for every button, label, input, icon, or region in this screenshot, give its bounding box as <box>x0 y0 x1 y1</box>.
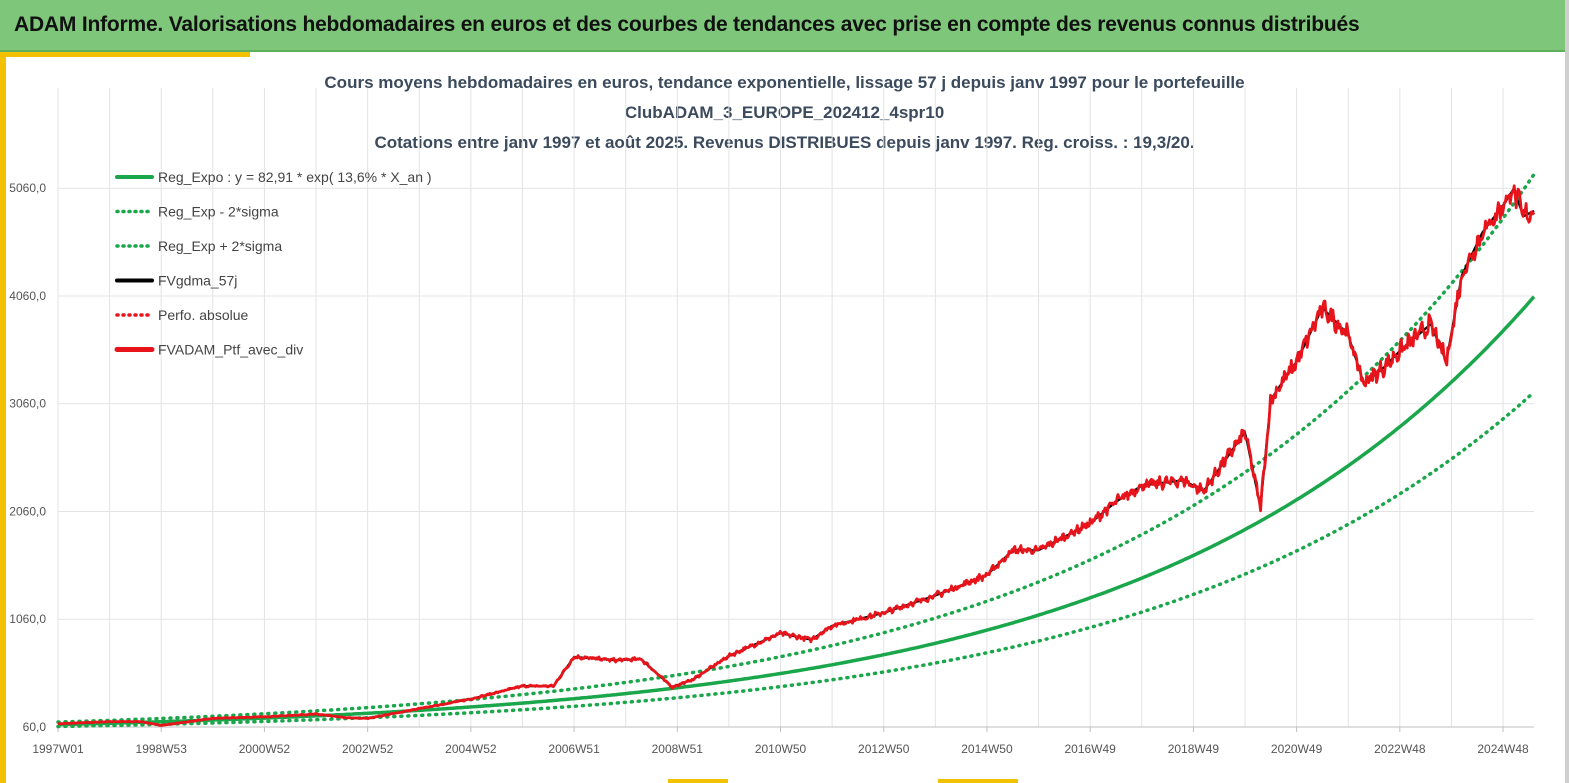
legend-label: Reg_Expo : y = 82,91 * exp( 13,6% * X_an… <box>158 169 432 185</box>
series-fvadam-ptf-avec-div <box>57 184 1536 727</box>
chart-series <box>56 172 1536 729</box>
x-tick-label: 2010W50 <box>755 742 807 756</box>
x-tick-label: 2016W49 <box>1064 742 1116 756</box>
banner-title: ADAM Informe. Valorisations hebdomadaire… <box>14 13 1360 36</box>
legend-label: FVADAM_Ptf_avec_div <box>158 342 303 358</box>
y-tick-label: 3060,0 <box>9 397 46 411</box>
x-tick-label: 2022W48 <box>1374 742 1426 756</box>
series-fvgdma-57j <box>57 187 1535 727</box>
legend-label: Reg_Exp + 2*sigma <box>158 238 282 254</box>
y-tick-label: 4060,0 <box>9 289 46 303</box>
frame-edge-right <box>1565 0 1569 783</box>
x-tick-label: 2020W49 <box>1271 742 1323 756</box>
y-tick-label: 60,0 <box>23 720 47 734</box>
page-banner: ADAM Informe. Valorisations hebdomadaire… <box>0 0 1565 52</box>
series-reg-expo <box>58 295 1536 727</box>
accent-bar-bottom <box>668 779 728 783</box>
x-tick-label: 2002W52 <box>342 742 394 756</box>
x-tick-label: 2004W52 <box>445 742 497 756</box>
chart-title-line: ClubADAM_3_EUROPE_202412_4spr10 <box>624 103 945 122</box>
chart-grid <box>57 88 1534 728</box>
accent-bar-bottom <box>938 779 1018 783</box>
x-tick-label: 1998W53 <box>136 742 188 756</box>
series-reg-plus-2sigma <box>56 172 1536 724</box>
x-tick-label: 2000W52 <box>239 742 291 756</box>
legend-label: Perfo. absolue <box>158 307 248 323</box>
y-tick-label: 2060,0 <box>9 504 46 518</box>
x-tick-label: 2006W51 <box>548 742 600 756</box>
y-tick-label: 5060,0 <box>9 181 46 195</box>
y-tick-label: 1060,0 <box>9 612 46 626</box>
series-perfo-absolue <box>57 185 1535 727</box>
x-tick-label: 1997W01 <box>32 742 84 756</box>
x-tick-label: 2008W51 <box>652 742 704 756</box>
accent-bar-top <box>0 52 250 57</box>
x-axis: 1997W01 1998W53 2000W52 2002W52 2004W52 2006W… <box>32 727 1529 756</box>
series-reg-minus-2sigma <box>56 390 1536 729</box>
legend-label: Reg_Exp - 2*sigma <box>158 204 279 220</box>
x-tick-label: 2014W50 <box>961 742 1013 756</box>
chart-legend: Reg_Expo : y = 82,91 * exp( 13,6% * X_an… <box>114 169 432 358</box>
y-axis: 60,0 1060,0 2060,0 3060,0 4060,0 5060,0 <box>9 181 46 734</box>
chart-title-line: Cours moyens hebdomadaires en euros, ten… <box>324 73 1245 92</box>
x-tick-label: 2012W50 <box>858 742 910 756</box>
chart-title: Cours moyens hebdomadaires en euros, ten… <box>0 68 1569 158</box>
accent-bar-left <box>0 52 6 783</box>
x-tick-label: 2024W48 <box>1477 742 1529 756</box>
x-tick-label: 2018W49 <box>1168 742 1220 756</box>
legend-label: FVgdma_57j <box>158 273 237 289</box>
chart-title-line: Cotations entre janv 1997 et août 2025. … <box>374 133 1195 152</box>
